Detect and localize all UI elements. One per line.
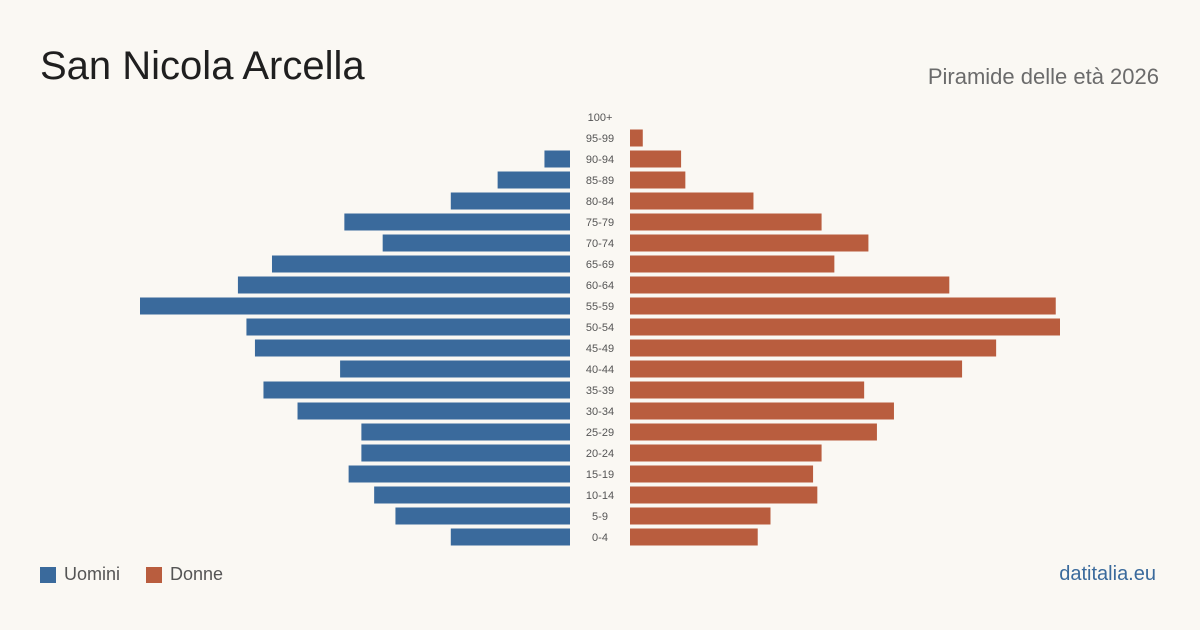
- age-group-label: 75-79: [586, 217, 614, 229]
- bar-women: [630, 528, 758, 546]
- bar-women: [630, 402, 894, 420]
- bar-men: [382, 234, 570, 252]
- legend-swatch-men: [40, 566, 56, 583]
- age-group-label: 5-9: [592, 511, 608, 523]
- age-group-label: 50-54: [586, 322, 614, 334]
- age-group-label: 20-24: [586, 448, 614, 460]
- age-group-label: 35-39: [586, 385, 614, 397]
- age-group-label: 0-4: [592, 532, 608, 544]
- age-group-label: 90-94: [586, 154, 614, 166]
- legend-label-women: Donne: [170, 564, 224, 584]
- bar-women: [630, 360, 963, 378]
- bar-women: [630, 465, 814, 483]
- bar-women: [630, 339, 997, 357]
- bar-men: [263, 381, 570, 399]
- bar-men: [140, 297, 570, 315]
- legend-swatch-women: [146, 566, 163, 583]
- age-group-label: 65-69: [586, 259, 614, 271]
- bar-women: [630, 486, 818, 504]
- bar-women: [630, 318, 1060, 336]
- page-title: San Nicola Arcella: [40, 44, 365, 88]
- bar-women: [630, 171, 686, 189]
- bar-men: [348, 465, 570, 483]
- legend-item-women: Donne: [146, 564, 223, 585]
- bar-men: [271, 255, 570, 273]
- age-group-label: 85-89: [586, 175, 614, 187]
- bar-men: [544, 150, 570, 168]
- legend-item-men: Uomini: [40, 564, 120, 585]
- bar-men: [395, 507, 570, 525]
- age-group-label: 40-44: [586, 364, 614, 376]
- bar-women: [630, 276, 950, 294]
- age-group-label: 95-99: [586, 133, 614, 145]
- age-group-label: 80-84: [586, 196, 614, 208]
- bar-men: [361, 423, 570, 441]
- age-group-label: 10-14: [586, 490, 614, 502]
- age-group-label: 30-34: [586, 406, 614, 418]
- bar-men: [297, 402, 570, 420]
- bar-men: [497, 171, 570, 189]
- source-link[interactable]: datitalia.eu: [1059, 563, 1156, 585]
- age-group-label: 45-49: [586, 343, 614, 355]
- bar-women: [630, 255, 835, 273]
- bar-women: [630, 444, 822, 462]
- legend: Uomini Donne: [40, 564, 249, 585]
- age-group-label: 100+: [588, 112, 613, 124]
- bar-men: [340, 360, 570, 378]
- bar-men: [374, 486, 570, 504]
- age-group-label: 60-64: [586, 280, 614, 292]
- bar-men: [344, 213, 570, 231]
- bar-women: [630, 234, 869, 252]
- bar-men: [237, 276, 571, 294]
- bar-men: [246, 318, 570, 336]
- bar-women: [630, 150, 682, 168]
- bar-women: [630, 381, 865, 399]
- bar-women: [630, 507, 771, 525]
- bar-women: [630, 297, 1056, 315]
- bar-women: [630, 213, 822, 231]
- age-group-label: 15-19: [586, 469, 614, 481]
- bar-men: [450, 528, 570, 546]
- bar-women: [630, 192, 754, 210]
- bar-men: [361, 444, 570, 462]
- bar-men: [254, 339, 570, 357]
- bar-women: [630, 129, 643, 147]
- age-group-label: 55-59: [586, 301, 614, 313]
- chart-subtitle: Piramide delle età 2026: [927, 64, 1159, 89]
- age-group-label: 25-29: [586, 427, 614, 439]
- age-group-label: 70-74: [586, 238, 614, 250]
- bar-men: [450, 192, 570, 210]
- bar-women: [630, 423, 877, 441]
- legend-label-men: Uomini: [64, 564, 121, 584]
